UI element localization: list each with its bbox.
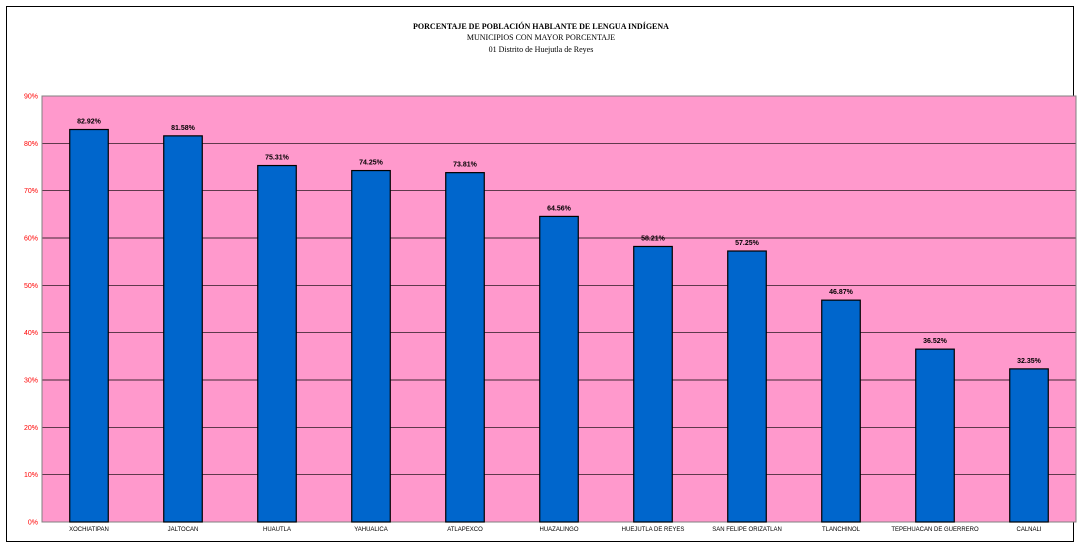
x-tick-label: HUAZALINGO [539, 527, 578, 533]
data-label: 46.87% [829, 289, 854, 296]
chart-title: PORCENTAJE DE POBLACIÓN HABLANTE DE LENG… [413, 22, 669, 31]
x-tick-label: XOCHIATIPAN [69, 527, 109, 533]
y-tick-label: 0% [28, 520, 38, 527]
x-tick-label: SAN FELIPE ORIZATLAN [712, 527, 782, 533]
bar [257, 164, 297, 523]
x-tick-label: ATLAPEXCO [447, 527, 483, 533]
x-tick-label: YAHUALICA [354, 527, 388, 533]
x-tick-label: CALNALI [1016, 527, 1041, 533]
y-tick-label: 10% [24, 472, 38, 479]
data-label: 36.52% [923, 338, 948, 345]
chart-subtitle-district: 01 Distrito de Huejutla de Reyes [488, 45, 594, 54]
data-label: 81.58% [171, 125, 196, 132]
x-tick-label: HUEJUTLA DE REYES [622, 527, 685, 533]
bar [727, 250, 767, 523]
chart-subtitle: MUNICIPIOS CON MAYOR PORCENTAJE [466, 33, 616, 42]
y-tick-label: 90% [24, 94, 38, 101]
x-tick-label: TLANCHINOL [822, 527, 861, 533]
data-label: 75.31% [265, 155, 290, 162]
y-tick-label: 30% [24, 378, 38, 385]
y-tick-label: 60% [24, 236, 38, 243]
bar [351, 169, 391, 523]
bar [821, 299, 861, 523]
y-tick-label: 40% [24, 330, 38, 337]
x-tick-label: JALTOCAN [168, 527, 199, 533]
bar [163, 135, 203, 523]
data-label: 57.25% [735, 240, 760, 247]
bar [915, 348, 955, 523]
y-tick-label: 20% [24, 425, 38, 432]
bar [633, 245, 673, 523]
x-tick-label: HUAUTLA [263, 527, 291, 533]
data-label: 64.56% [547, 205, 572, 212]
bar [539, 215, 579, 523]
data-label: 58.21% [641, 235, 666, 242]
data-label: 82.92% [77, 119, 102, 126]
bar [445, 172, 485, 523]
bar [1009, 368, 1049, 523]
x-tick-label: TEPEHUACAN DE GUERRERO [891, 527, 979, 533]
data-label: 74.25% [359, 160, 384, 167]
bar [69, 128, 109, 523]
data-label: 32.35% [1017, 358, 1042, 365]
y-tick-label: 50% [24, 283, 38, 290]
data-label: 73.81% [453, 162, 478, 169]
y-tick-label: 70% [24, 188, 38, 195]
y-tick-label: 80% [24, 141, 38, 148]
